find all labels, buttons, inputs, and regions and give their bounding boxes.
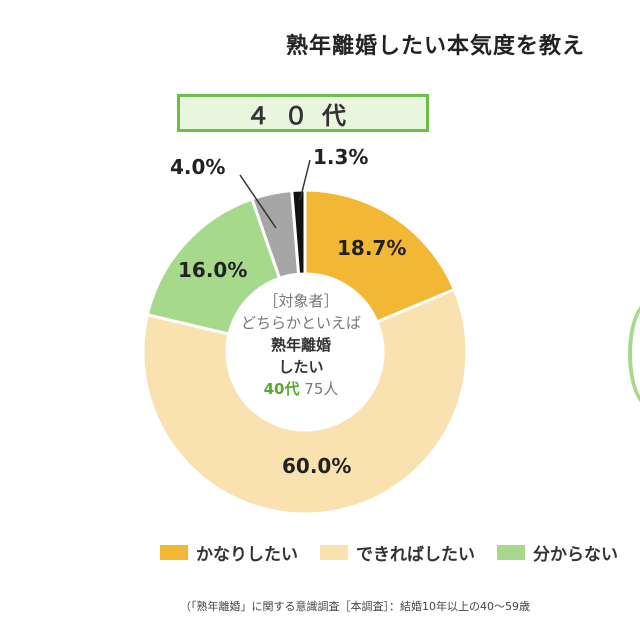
center-description-3: したい [278,358,324,376]
legend-item-wakaranai: 分からない [497,540,618,565]
chart-legend: かなりしたい できればしたい 分からない [160,540,640,565]
legend-label-kanari: かなりしたい [196,545,298,565]
slice-label-gray: 4.0% [170,155,226,179]
leader-line-gray [239,174,277,229]
slice-label-dekireba: 60.0% [282,454,352,478]
legend-swatch-dekireba [320,545,348,560]
center-description-2: 熟年離婚 [270,336,331,354]
legend-item-kanari: かなりしたい [160,540,298,565]
slice-kanari [303,188,457,324]
legend-label-dekireba: できればしたい [356,545,475,565]
center-description-1: どちらかといえば [240,314,361,332]
legend-label-wakaranai: 分からない [533,545,618,565]
slice-dekireba [141,287,469,516]
age-group-panel-label: ４０代 [177,94,429,132]
center-target-label: ［対象者］ [263,292,339,310]
center-sample: 40代 75人 [216,378,386,400]
slice-label-wakaranai: 16.0% [178,258,248,282]
leader-line-black [299,159,311,201]
slice-black [290,188,307,276]
legend-item-dekireba: できればしたい [320,540,475,565]
legend-swatch-wakaranai [497,545,525,560]
slice-label-black: 1.3% [313,145,369,169]
center-count: 75人 [304,380,339,398]
chart-title: 熟年離婚したい本気度を教え [286,34,586,59]
slice-label-kanari: 18.7% [337,236,407,260]
center-age: 40代 [263,380,300,398]
survey-footnote: （「熟年離婚」に関する意識調査［本調査］：結婚10年以上の40〜59歳 [180,600,530,613]
donut-center-text: ［対象者］ どちらかといえば 熟年離婚 したい 40代 75人 [216,290,386,400]
slice-wakaranai [145,196,282,336]
legend-swatch-kanari [160,545,188,560]
